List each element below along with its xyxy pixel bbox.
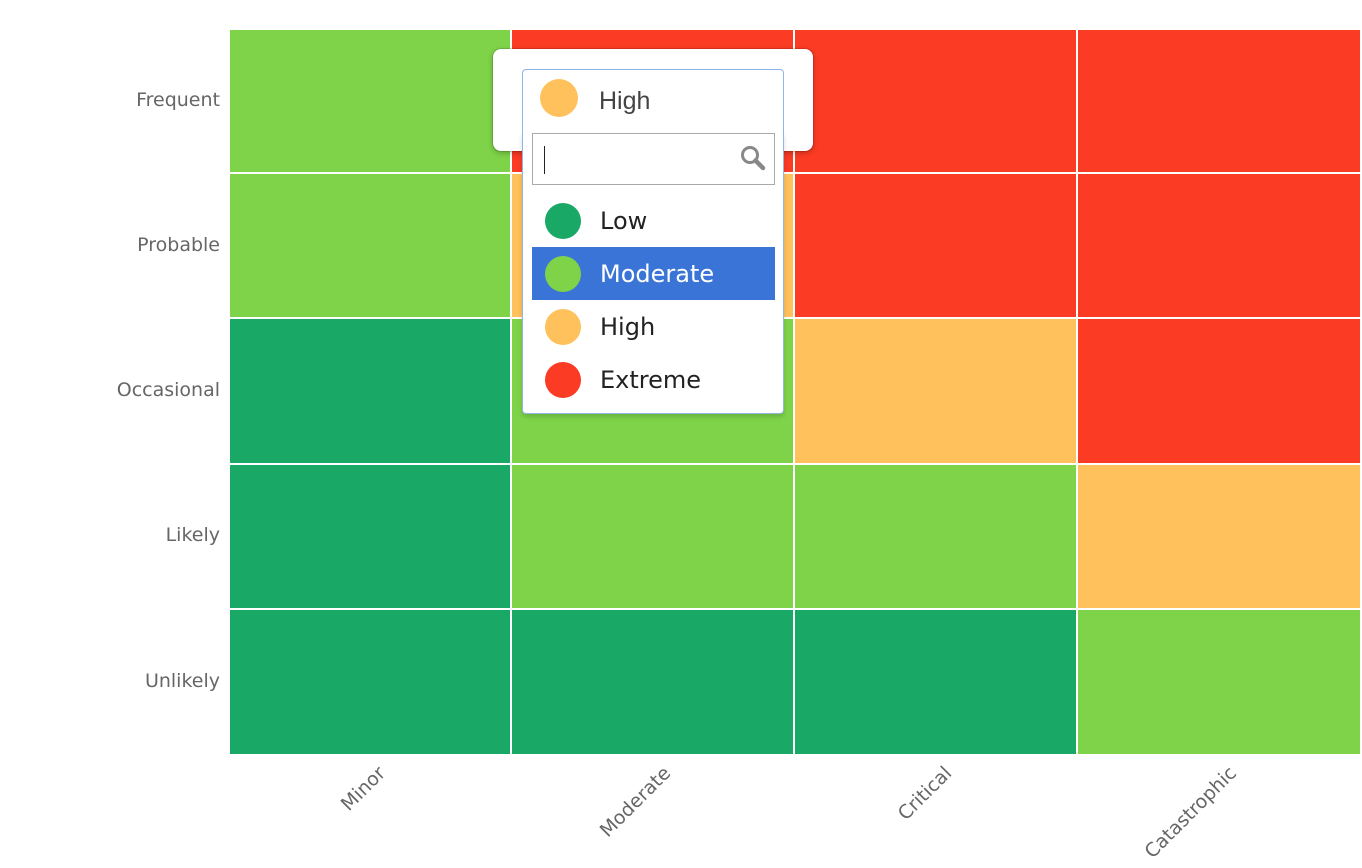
matrix-cell[interactable] [512, 465, 793, 608]
matrix-cell[interactable] [230, 465, 510, 608]
severity-label: Moderate [595, 762, 676, 842]
matrix-cell[interactable] [795, 319, 1076, 463]
matrix-cell[interactable] [230, 174, 510, 317]
risk-level-dropdown: Low Moderate High Extreme [522, 133, 784, 414]
likelihood-label: Likely [165, 524, 220, 546]
matrix-cell[interactable] [795, 465, 1076, 608]
option-label: Low [600, 207, 648, 235]
text-caret [544, 146, 545, 174]
option-label: Moderate [600, 260, 715, 288]
dropdown-search-input[interactable] [532, 133, 775, 185]
matrix-cell[interactable] [1078, 319, 1360, 463]
severity-label: Catastrophic [1140, 762, 1241, 863]
level-dot-icon [545, 309, 581, 345]
selected-level-dot-icon [540, 79, 578, 117]
matrix-cell[interactable] [1078, 30, 1360, 172]
matrix-cell[interactable] [795, 30, 1076, 172]
option-label: Extreme [600, 366, 702, 394]
matrix-cell[interactable] [795, 174, 1076, 317]
matrix-cell[interactable] [1078, 174, 1360, 317]
matrix-cell[interactable] [230, 319, 510, 463]
matrix-cell[interactable] [230, 610, 510, 754]
matrix-cell[interactable] [795, 610, 1076, 754]
likelihood-label: Unlikely [144, 670, 220, 692]
severity-label: Critical [893, 762, 957, 825]
level-dot-icon [545, 362, 581, 398]
severity-label: Minor [336, 762, 390, 816]
matrix-cell[interactable] [1078, 610, 1360, 754]
option-high[interactable]: High [532, 300, 775, 353]
matrix-cell[interactable] [230, 30, 510, 172]
level-dot-icon [545, 256, 581, 292]
level-dot-icon [545, 203, 581, 239]
option-extreme[interactable]: Extreme [532, 353, 775, 406]
matrix-cell[interactable] [512, 610, 793, 754]
matrix-cell[interactable] [1078, 465, 1360, 608]
option-moderate[interactable]: Moderate [532, 247, 775, 300]
option-label: High [600, 313, 656, 341]
likelihood-label: Probable [137, 234, 220, 256]
search-icon [741, 146, 766, 171]
risk-level-select[interactable]: High [522, 69, 784, 133]
likelihood-label: Frequent [136, 89, 220, 111]
option-low[interactable]: Low [532, 194, 775, 247]
likelihood-label: Occasional [116, 379, 220, 401]
selected-level-label: High [599, 87, 651, 115]
